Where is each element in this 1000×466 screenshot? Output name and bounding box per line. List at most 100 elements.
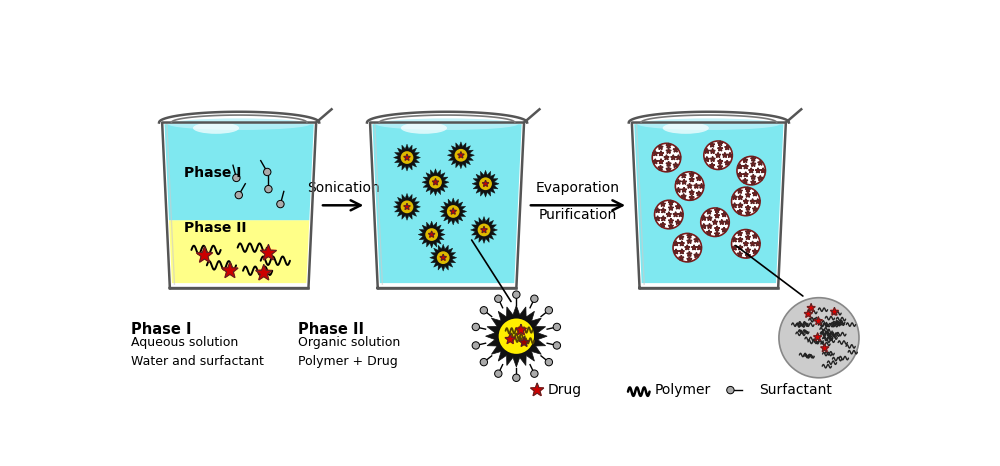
Polygon shape: [706, 209, 712, 214]
Circle shape: [701, 208, 729, 236]
Polygon shape: [679, 234, 684, 240]
Polygon shape: [694, 237, 699, 242]
Polygon shape: [660, 201, 665, 206]
Circle shape: [265, 185, 272, 193]
Polygon shape: [718, 141, 723, 146]
Polygon shape: [755, 199, 760, 204]
Polygon shape: [458, 152, 464, 158]
Polygon shape: [481, 226, 487, 233]
Polygon shape: [472, 170, 499, 197]
Polygon shape: [804, 310, 812, 317]
Text: Water and surfactant: Water and surfactant: [131, 355, 264, 368]
Polygon shape: [755, 241, 760, 246]
Circle shape: [235, 192, 242, 199]
Polygon shape: [682, 179, 687, 184]
Polygon shape: [689, 190, 694, 195]
Circle shape: [478, 224, 490, 236]
Polygon shape: [655, 208, 660, 212]
Circle shape: [531, 295, 538, 302]
Polygon shape: [745, 229, 750, 234]
Polygon shape: [169, 220, 309, 283]
Polygon shape: [666, 212, 671, 217]
Polygon shape: [447, 142, 474, 169]
Polygon shape: [732, 195, 737, 199]
Polygon shape: [696, 176, 701, 180]
Polygon shape: [743, 241, 748, 246]
Circle shape: [437, 251, 450, 264]
Polygon shape: [681, 194, 686, 199]
Polygon shape: [675, 204, 681, 209]
Circle shape: [480, 307, 488, 314]
Circle shape: [401, 200, 413, 213]
Circle shape: [479, 178, 492, 190]
Polygon shape: [807, 304, 815, 311]
Text: Phase II: Phase II: [298, 322, 364, 337]
Polygon shape: [689, 171, 694, 177]
Polygon shape: [440, 198, 467, 225]
Circle shape: [732, 187, 760, 216]
Polygon shape: [666, 143, 671, 148]
Circle shape: [545, 307, 553, 314]
Polygon shape: [743, 178, 748, 183]
Polygon shape: [761, 168, 766, 173]
Circle shape: [495, 370, 502, 377]
Polygon shape: [732, 237, 737, 242]
Polygon shape: [743, 172, 748, 177]
Polygon shape: [738, 195, 743, 199]
Circle shape: [553, 342, 561, 349]
Polygon shape: [428, 231, 435, 237]
Polygon shape: [758, 176, 763, 180]
Polygon shape: [678, 212, 683, 217]
Polygon shape: [687, 233, 692, 238]
Circle shape: [513, 291, 520, 298]
Text: Phase I: Phase I: [184, 166, 241, 180]
Circle shape: [737, 157, 765, 185]
Polygon shape: [745, 187, 750, 192]
Polygon shape: [679, 255, 684, 260]
Circle shape: [277, 200, 284, 208]
Polygon shape: [743, 164, 748, 169]
Polygon shape: [737, 209, 742, 214]
Polygon shape: [404, 154, 410, 160]
Polygon shape: [745, 192, 750, 197]
Polygon shape: [687, 239, 692, 243]
Polygon shape: [745, 247, 750, 253]
Polygon shape: [755, 168, 761, 173]
Polygon shape: [666, 167, 671, 171]
Polygon shape: [394, 144, 420, 171]
Circle shape: [704, 141, 732, 170]
Polygon shape: [394, 193, 420, 220]
Polygon shape: [701, 224, 706, 228]
Polygon shape: [471, 217, 497, 243]
Polygon shape: [737, 231, 742, 236]
Polygon shape: [531, 383, 544, 396]
Polygon shape: [697, 245, 702, 250]
Polygon shape: [674, 241, 679, 246]
Ellipse shape: [376, 118, 518, 130]
Circle shape: [553, 323, 561, 331]
Circle shape: [531, 370, 538, 377]
Polygon shape: [710, 163, 715, 168]
Polygon shape: [673, 147, 678, 152]
Polygon shape: [738, 245, 743, 250]
Polygon shape: [725, 145, 730, 150]
Polygon shape: [758, 160, 763, 165]
Circle shape: [472, 342, 480, 349]
Polygon shape: [821, 344, 829, 352]
Polygon shape: [743, 158, 748, 163]
Circle shape: [779, 298, 859, 378]
Polygon shape: [751, 180, 756, 185]
Polygon shape: [745, 253, 750, 258]
Polygon shape: [722, 227, 727, 232]
Ellipse shape: [168, 118, 310, 130]
Circle shape: [675, 172, 704, 200]
Polygon shape: [653, 159, 658, 164]
Circle shape: [425, 228, 438, 241]
Text: Polymer + Drug: Polymer + Drug: [298, 355, 398, 368]
Polygon shape: [404, 204, 410, 210]
Polygon shape: [710, 149, 715, 153]
Polygon shape: [718, 159, 723, 164]
Circle shape: [655, 200, 683, 229]
Polygon shape: [372, 124, 522, 283]
Polygon shape: [486, 305, 547, 367]
